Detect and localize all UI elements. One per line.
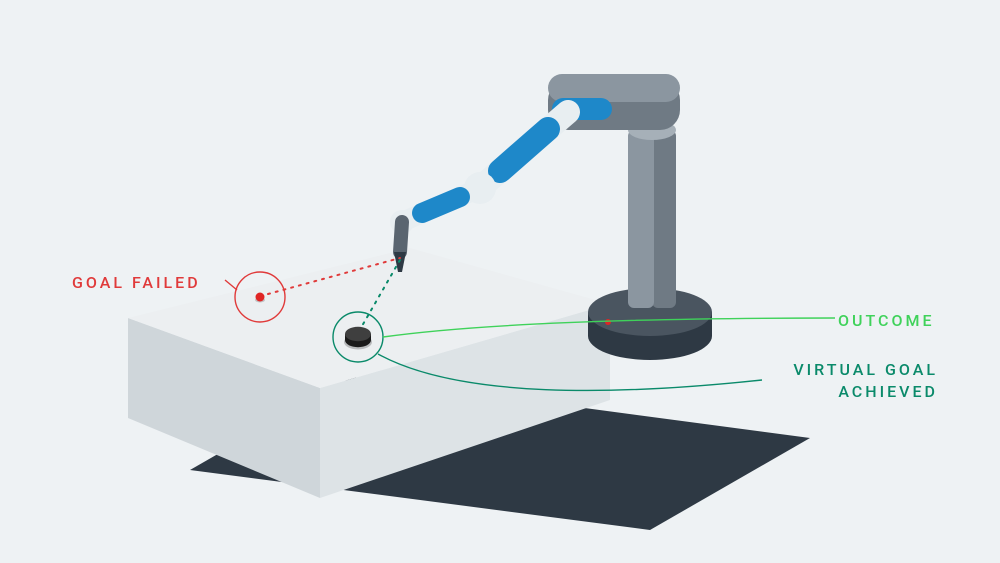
diagram-stage: GOAL FAILED OUTCOME VIRTUAL GOAL ACHIEVE… [0,0,1000,563]
robot-column-left [628,130,654,308]
label-goal-failed: GOAL FAILED [72,272,201,294]
robot-head-top [548,74,680,102]
leader-goal-failed [225,280,237,290]
label-outcome: OUTCOME [838,310,935,332]
goal-dot [256,293,265,302]
pedestal-indicator-dot [605,319,611,325]
label-virtual-goal-line2: ACHIEVED [838,382,938,401]
puck-top [345,327,371,341]
robot-column-right [652,130,676,308]
label-virtual-goal: VIRTUAL GOAL ACHIEVED [793,359,938,402]
robot-arm-seg3 [400,222,402,252]
robot-arm-seg1 [480,112,568,188]
robot-arm-seg2 [402,188,480,222]
label-virtual-goal-line1: VIRTUAL GOAL [793,360,938,379]
